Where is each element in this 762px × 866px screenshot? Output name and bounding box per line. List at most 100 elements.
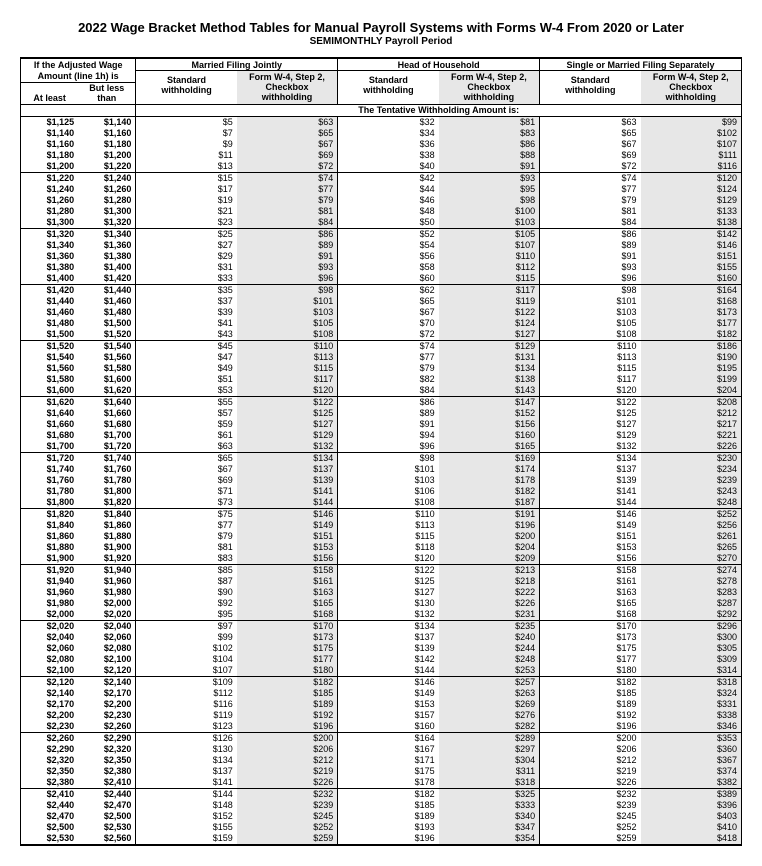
wage-cell: $1,220 <box>21 172 79 184</box>
withholding-cell: $110 <box>338 508 439 520</box>
withholding-cell: $120 <box>641 172 742 184</box>
wage-cell: $1,280 <box>21 206 79 217</box>
withholding-cell: $63 <box>237 116 338 128</box>
withholding-cell: $55 <box>136 396 237 408</box>
table-row: $1,380$1,400$31$93$58$112$93$155 <box>21 262 742 273</box>
withholding-cell: $219 <box>540 766 641 777</box>
wage-cell: $2,060 <box>21 643 79 654</box>
withholding-cell: $77 <box>338 352 439 363</box>
withholding-cell: $208 <box>641 396 742 408</box>
withholding-cell: $283 <box>641 587 742 598</box>
withholding-cell: $270 <box>641 553 742 565</box>
withholding-cell: $95 <box>136 609 237 621</box>
table-row: $1,420$1,440$35$98$62$117$98$164 <box>21 284 742 296</box>
wage-cell: $2,060 <box>78 632 136 643</box>
withholding-cell: $67 <box>338 307 439 318</box>
wage-cell: $1,760 <box>21 475 79 486</box>
withholding-cell: $93 <box>439 172 540 184</box>
withholding-cell: $107 <box>641 139 742 150</box>
withholding-cell: $389 <box>641 788 742 800</box>
table-row: $2,100$2,120$107$180$144$253$180$314 <box>21 665 742 677</box>
withholding-cell: $259 <box>237 833 338 845</box>
withholding-cell: $79 <box>540 195 641 206</box>
withholding-cell: $244 <box>439 643 540 654</box>
table-row: $1,980$2,000$92$165$130$226$165$287 <box>21 598 742 609</box>
table-row: $1,820$1,840$75$146$110$191$146$252 <box>21 508 742 520</box>
withholding-cell: $168 <box>641 296 742 307</box>
withholding-cell: $287 <box>641 598 742 609</box>
wage-cell: $2,040 <box>21 632 79 643</box>
wage-cell: $2,440 <box>21 800 79 811</box>
withholding-cell: $206 <box>540 744 641 755</box>
wage-cell: $2,560 <box>78 833 136 845</box>
withholding-cell: $19 <box>136 195 237 206</box>
wage-cell: $1,560 <box>78 352 136 363</box>
table-row: $1,740$1,760$67$137$101$174$137$234 <box>21 464 742 475</box>
withholding-cell: $160 <box>439 430 540 441</box>
withholding-cell: $96 <box>237 273 338 285</box>
withholding-cell: $137 <box>136 766 237 777</box>
wage-cell: $1,860 <box>78 520 136 531</box>
withholding-cell: $151 <box>540 531 641 542</box>
but-less-than: But lessthan <box>78 82 136 104</box>
wage-cell: $1,980 <box>21 598 79 609</box>
withholding-cell: $125 <box>338 576 439 587</box>
withholding-cell: $88 <box>439 150 540 161</box>
withholding-cell: $56 <box>338 251 439 262</box>
withholding-cell: $158 <box>540 564 641 576</box>
withholding-cell: $110 <box>237 340 338 352</box>
withholding-cell: $217 <box>641 419 742 430</box>
withholding-cell: $153 <box>338 699 439 710</box>
withholding-cell: $91 <box>439 161 540 173</box>
table-row: $2,140$2,170$112$185$149$263$185$324 <box>21 688 742 699</box>
wage-cell: $1,160 <box>78 128 136 139</box>
wage-cell: $1,680 <box>78 419 136 430</box>
wage-cell: $1,380 <box>21 262 79 273</box>
withholding-cell: $226 <box>439 598 540 609</box>
withholding-cell: $83 <box>439 128 540 139</box>
withholding-cell: $103 <box>439 217 540 229</box>
withholding-cell: $125 <box>540 408 641 419</box>
withholding-cell: $81 <box>439 116 540 128</box>
withholding-cell: $177 <box>237 654 338 665</box>
withholding-cell: $38 <box>338 150 439 161</box>
withholding-cell: $33 <box>136 273 237 285</box>
table-row: $2,350$2,380$137$219$175$311$219$374 <box>21 766 742 777</box>
withholding-cell: $187 <box>439 497 540 509</box>
withholding-cell: $99 <box>641 116 742 128</box>
withholding-cell: $132 <box>237 441 338 453</box>
filing-status-1: Head of Household <box>338 58 540 71</box>
withholding-cell: $42 <box>338 172 439 184</box>
withholding-cell: $126 <box>136 732 237 744</box>
withholding-cell: $234 <box>641 464 742 475</box>
withholding-cell: $195 <box>641 363 742 374</box>
wage-cell: $1,600 <box>21 385 79 397</box>
table-row: $1,220$1,240$15$74$42$93$74$120 <box>21 172 742 184</box>
withholding-cell: $148 <box>136 800 237 811</box>
withholding-cell: $120 <box>237 385 338 397</box>
withholding-cell: $311 <box>439 766 540 777</box>
table-row: $2,080$2,100$104$177$142$248$177$309 <box>21 654 742 665</box>
withholding-cell: $84 <box>540 217 641 229</box>
withholding-cell: $182 <box>641 329 742 341</box>
wage-cell: $1,920 <box>21 564 79 576</box>
withholding-cell: $144 <box>136 788 237 800</box>
withholding-cell: $226 <box>237 777 338 789</box>
withholding-cell: $112 <box>136 688 237 699</box>
wage-cell: $1,400 <box>21 273 79 285</box>
wage-cell: $2,350 <box>21 766 79 777</box>
withholding-cell: $134 <box>338 620 439 632</box>
wage-cell: $1,720 <box>78 441 136 453</box>
withholding-cell: $165 <box>439 441 540 453</box>
withholding-cell: $45 <box>136 340 237 352</box>
withholding-cell: $138 <box>641 217 742 229</box>
withholding-cell: $226 <box>540 777 641 789</box>
withholding-cell: $79 <box>338 363 439 374</box>
wage-cell: $2,000 <box>78 598 136 609</box>
withholding-cell: $177 <box>641 318 742 329</box>
withholding-cell: $70 <box>338 318 439 329</box>
withholding-cell: $129 <box>641 195 742 206</box>
withholding-cell: $191 <box>439 508 540 520</box>
withholding-cell: $74 <box>540 172 641 184</box>
table-row: $1,660$1,680$59$127$91$156$127$217 <box>21 419 742 430</box>
